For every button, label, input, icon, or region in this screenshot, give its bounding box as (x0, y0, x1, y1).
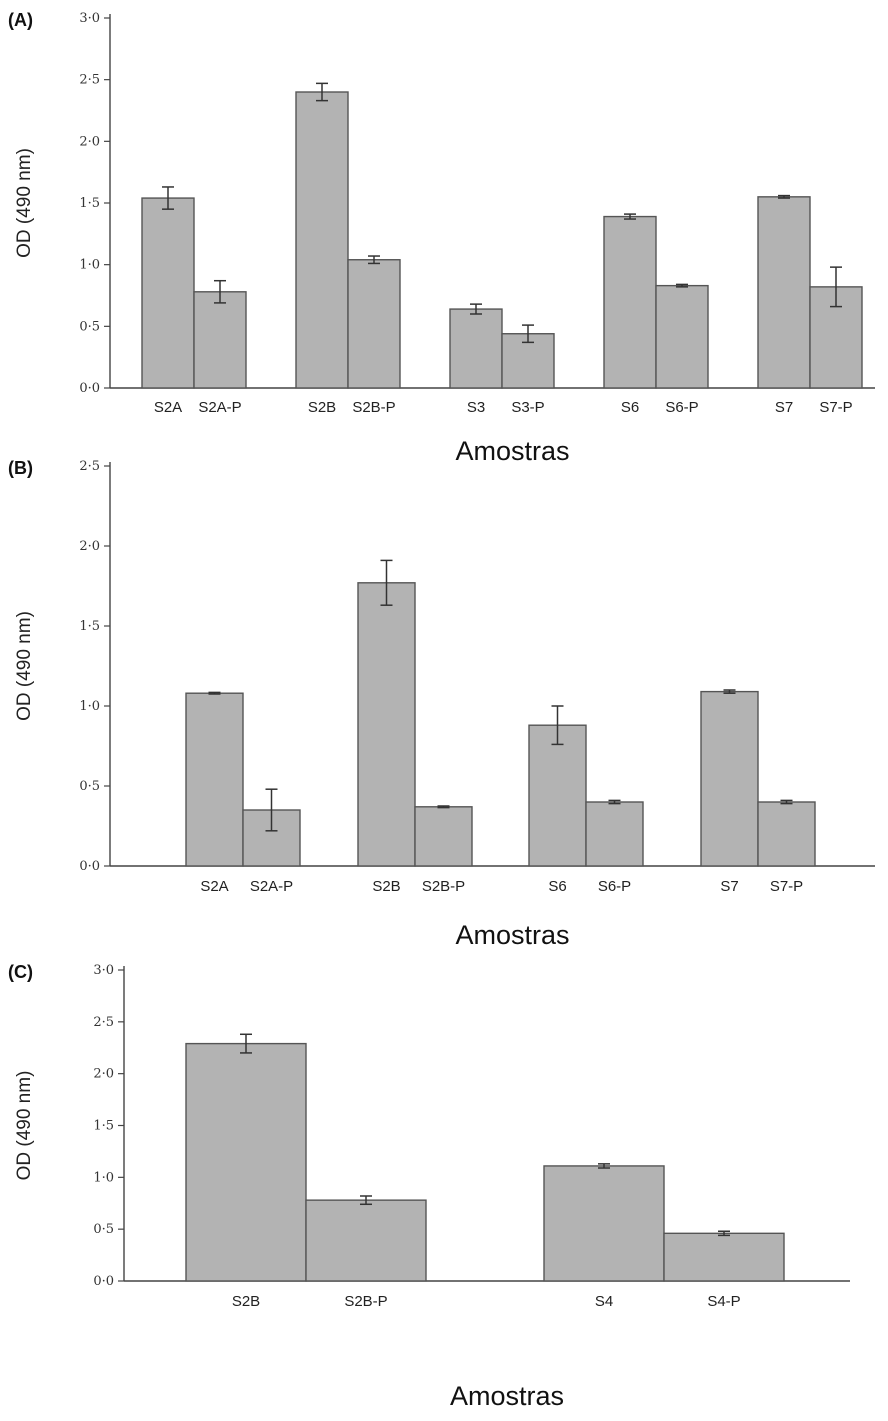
x-tick-label: S6 (621, 399, 639, 416)
y-axis-label: OD (490 nm) (14, 611, 35, 721)
y-tick-label: 1·5 (79, 196, 100, 211)
y-tick-label: 3·0 (93, 963, 114, 978)
y-tick-label: 2·0 (93, 1067, 114, 1082)
error-bar (718, 1230, 730, 1237)
error-bar (470, 303, 482, 315)
chart-panel-a: (A) 0·0 0·5 1·0 1·5 2·0 2·5 3·0 OD (490 nm) S2A S2… (8, 10, 875, 466)
error-bar (522, 324, 534, 344)
bar-s7 (700, 690, 759, 867)
x-tick-label: S7-P (819, 399, 852, 416)
y-tick-label: 0·5 (79, 779, 100, 794)
bar-s4 (543, 1165, 665, 1282)
x-tick-label: S2B (372, 878, 400, 895)
y-tick-label: 1·0 (93, 1170, 114, 1185)
bar-s3 (449, 308, 503, 389)
bar-s2b (185, 1042, 307, 1282)
x-tick-label: S2B-P (422, 878, 465, 895)
x-tick-label: S2B-P (344, 1293, 387, 1310)
bar-s2a (185, 692, 244, 867)
x-tick-label: S6-P (598, 878, 631, 895)
error-bar (240, 1033, 252, 1054)
x-tick-label: S2A-P (198, 399, 241, 416)
error-bar (265, 788, 278, 832)
x-tick-label: S2B (308, 399, 336, 416)
y-tick-label: 2·5 (93, 1015, 114, 1030)
error-bar (608, 799, 621, 805)
bar-s6 (603, 215, 657, 389)
y-tick-label: 1·5 (93, 1119, 114, 1134)
error-bar (598, 1163, 610, 1169)
error-bar (316, 82, 328, 102)
y-tick-label: 2·5 (79, 459, 100, 474)
y-tick-label: 2·5 (79, 73, 100, 88)
x-axis-label: Amostras (450, 1381, 564, 1411)
x-tick-label: S3-P (511, 399, 544, 416)
bar-s2a-p (193, 291, 247, 389)
bar-s6-p (585, 801, 644, 867)
bar-s7-p (809, 286, 863, 389)
bar-s4-p (663, 1232, 785, 1282)
y-tick-label: 2·0 (79, 539, 100, 554)
y-tick-label: 0·0 (79, 859, 100, 874)
bar-s2b (295, 91, 349, 389)
y-axis-label: OD (490 nm) (14, 148, 35, 258)
chart-panel-c: (C) 0·0 0·5 1·0 1·5 2·0 2·5 3·0 OD (490 nm) S2B S2… (8, 962, 850, 1411)
error-bar (676, 283, 688, 288)
x-tick-label: S7 (775, 399, 793, 416)
bar-s2b-p (305, 1199, 427, 1282)
error-bar (624, 213, 636, 220)
bar-s2b (357, 582, 416, 867)
x-axis-label: Amostras (455, 436, 569, 466)
error-bar (437, 805, 450, 809)
error-bar (830, 266, 842, 308)
error-bar (551, 705, 564, 746)
y-tick-label: 2·0 (79, 134, 100, 149)
x-tick-label: S2B (232, 1293, 260, 1310)
error-bar (162, 186, 174, 210)
error-bar (208, 691, 221, 695)
bar-s7 (757, 196, 811, 389)
bar-s2a (141, 197, 195, 389)
x-tick-label: S3 (467, 399, 485, 416)
y-tick-label: 0·0 (93, 1274, 114, 1289)
y-tick-label: 1·5 (79, 619, 100, 634)
error-bar (780, 799, 793, 805)
x-tick-label: S6-P (665, 399, 698, 416)
x-axis-label: Amostras (455, 920, 569, 950)
chart-panel-b: (B) 0·0 0·5 1·0 1·5 2·0 2·5 OD (490 nm) S2A S2A-P… (8, 458, 875, 950)
x-tick-label: S2B-P (352, 399, 395, 416)
x-tick-label: S2A (154, 399, 182, 416)
error-bar (214, 279, 226, 304)
error-bar (723, 689, 736, 694)
x-tick-label: S6 (548, 878, 566, 895)
x-tick-label: S7 (720, 878, 738, 895)
y-tick-label: 0·5 (79, 319, 100, 334)
x-tick-label: S2A-P (250, 878, 293, 895)
bar-s2b-p (347, 259, 401, 389)
y-tick-label: 0·0 (79, 381, 100, 396)
error-bar (368, 255, 380, 265)
x-tick-label: S4-P (707, 1293, 740, 1310)
y-tick-label: 3·0 (79, 11, 100, 26)
y-axis-label: OD (490 nm) (14, 1071, 35, 1181)
x-tick-label: S4 (595, 1293, 613, 1310)
panel-label: (B) (8, 458, 33, 478)
panel-label: (A) (8, 10, 33, 30)
bar-s6 (528, 724, 587, 867)
x-tick-label: S7-P (770, 878, 803, 895)
bar-s6-p (655, 284, 709, 389)
error-bar (380, 559, 393, 606)
error-bar (360, 1195, 372, 1206)
x-tick-label: S2A (200, 878, 228, 895)
y-tick-label: 1·0 (79, 699, 100, 714)
y-tick-label: 0·5 (93, 1222, 114, 1237)
panel-label: (C) (8, 962, 33, 982)
y-tick-label: 1·0 (79, 258, 100, 273)
error-bar (778, 194, 790, 199)
bar-s7-p (757, 801, 816, 867)
bar-s2b-p (414, 806, 473, 867)
